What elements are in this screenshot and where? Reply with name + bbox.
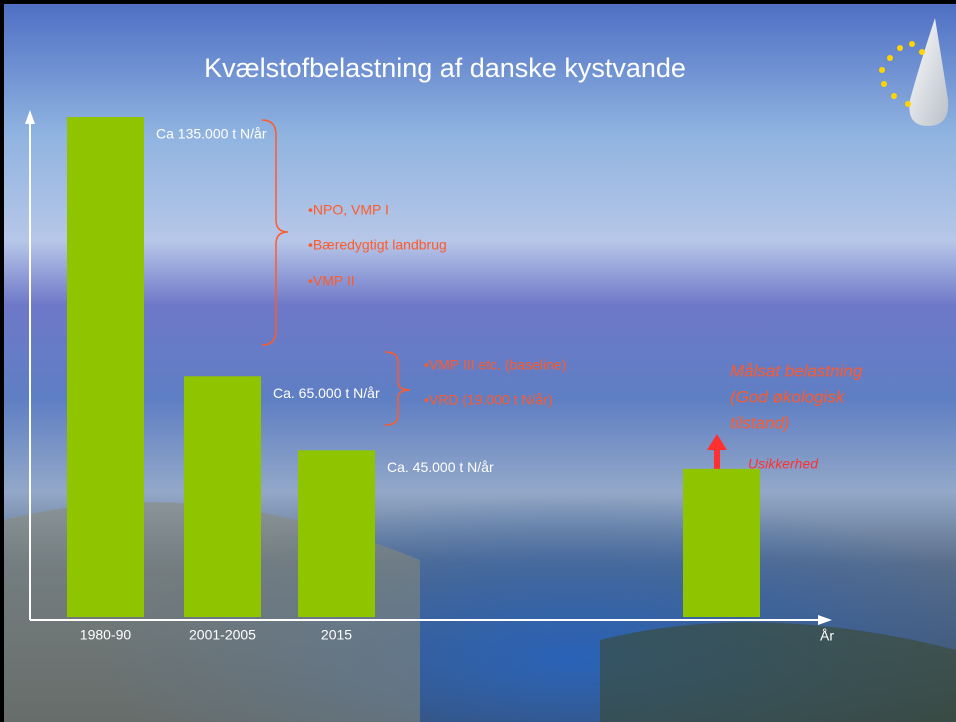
bar xyxy=(683,469,760,617)
target-label: Målsat belastning xyxy=(730,361,863,380)
x-tick-label: 1980-90 xyxy=(80,627,132,643)
x-tick-label: 2001-2005 xyxy=(189,627,256,643)
annotation: •VMP III etc. (baseline) xyxy=(424,357,566,373)
chart-title: Kvælstofbelastning af danske kystvande xyxy=(204,53,686,83)
value-label: Ca. 65.000 t N/år xyxy=(273,385,380,401)
target-label: (God økologisk xyxy=(730,387,846,406)
page: {"chart_data": { "type": "bar", "title":… xyxy=(0,0,956,722)
bar xyxy=(298,450,375,617)
value-label: Ca 135.000 t N/år xyxy=(156,126,267,142)
x-axis-label: År xyxy=(820,628,834,644)
x-tick-label: 2015 xyxy=(321,627,352,643)
annotation: •VMP II xyxy=(308,273,355,289)
annotation: •VRD (19.000 t N/år) xyxy=(424,392,553,408)
bar xyxy=(67,117,144,617)
annotation: •NPO, VMP I xyxy=(308,202,389,218)
bar xyxy=(184,376,261,617)
target-label: tilstand) xyxy=(730,413,790,432)
value-label: Ca. 45.000 t N/år xyxy=(387,459,494,475)
annotation: •Bæredygtigt landbrug xyxy=(308,237,447,253)
slide: Kvælstofbelastning af danske kystvande Å… xyxy=(0,0,956,722)
